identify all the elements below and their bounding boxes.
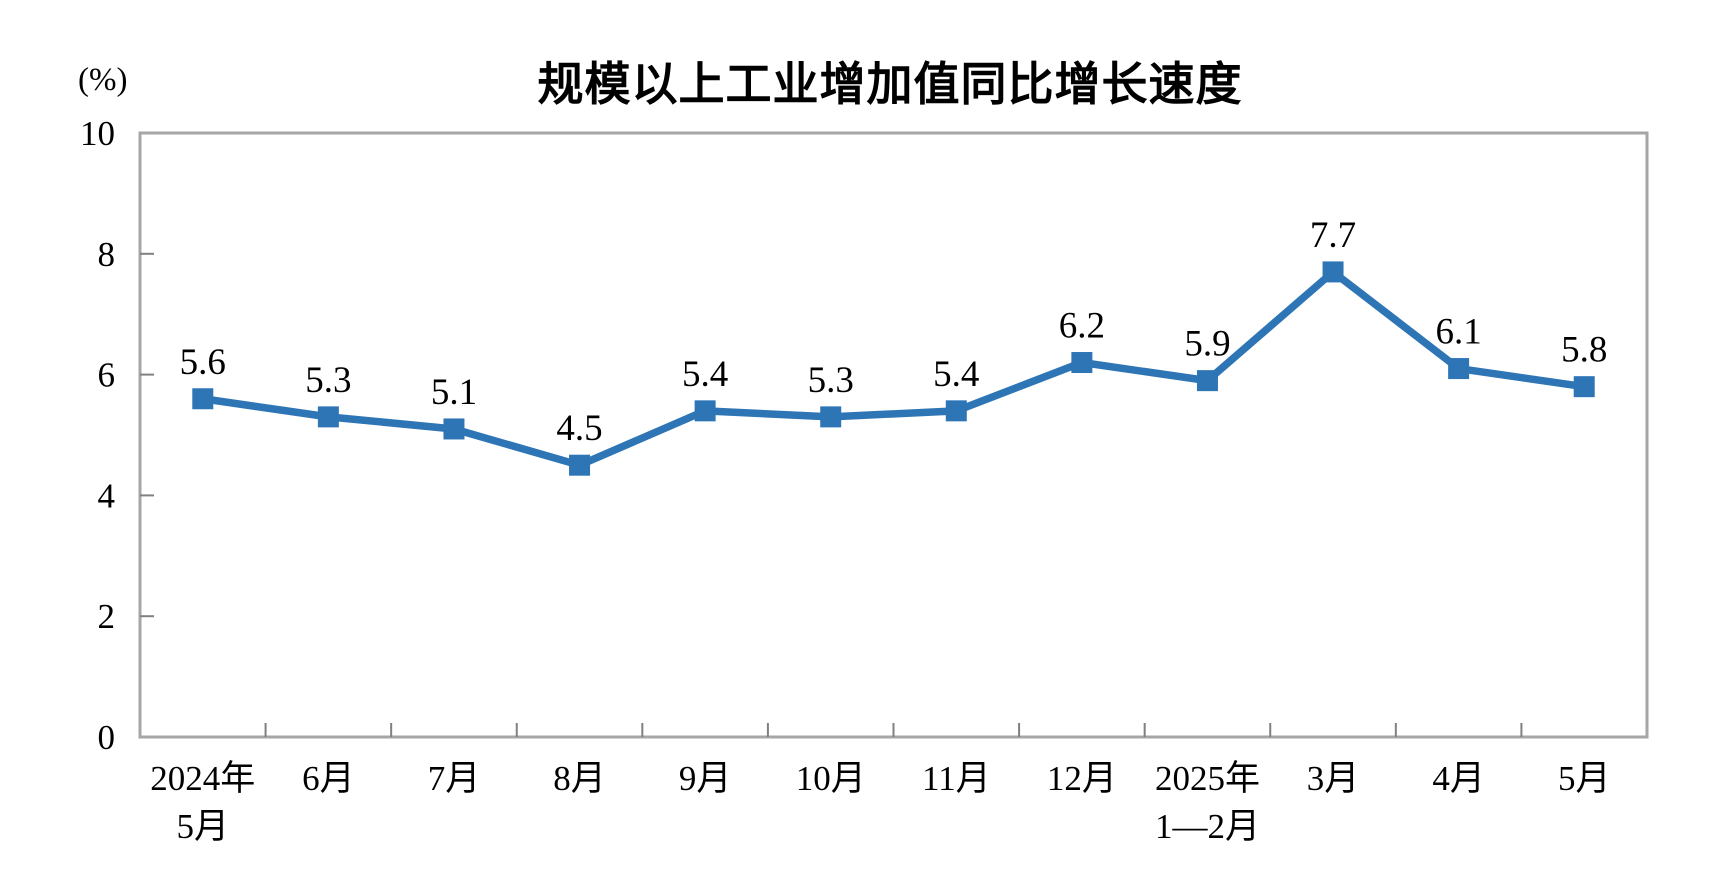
- data-point-label: 5.8: [1561, 330, 1607, 371]
- x-axis-category-label: 3月: [1307, 759, 1360, 798]
- y-axis-tick-label: 6: [98, 356, 116, 395]
- data-point-marker: [317, 406, 339, 428]
- y-axis-tick-label: 2: [98, 597, 116, 636]
- data-point-label: 5.3: [305, 360, 351, 401]
- x-axis-category-label: 9月: [679, 759, 732, 798]
- x-axis-category-label: 5月: [177, 807, 230, 846]
- y-axis-tick-label: 0: [98, 718, 116, 757]
- x-axis-category-label: 4月: [1432, 759, 1485, 798]
- data-point-label: 5.3: [808, 360, 854, 401]
- x-axis-category-label: 1—2月: [1155, 807, 1260, 846]
- data-point-marker: [192, 388, 214, 410]
- data-point-label: 6.1: [1436, 312, 1482, 353]
- data-point-label: 5.4: [933, 354, 979, 395]
- data-point-label: 5.4: [682, 354, 728, 395]
- plot-border: [138, 131, 1649, 739]
- y-axis-tick-label: 10: [80, 114, 115, 153]
- x-axis-category-label: 12月: [1047, 759, 1117, 798]
- x-axis-category-label: 2025年: [1155, 759, 1260, 798]
- data-point-label: 5.9: [1184, 324, 1230, 365]
- x-axis-category-label: 8月: [553, 759, 606, 798]
- data-point-marker: [1573, 376, 1595, 398]
- data-point-marker: [820, 406, 842, 428]
- chart-title: 规模以上工业增加值同比增长速度: [537, 58, 1243, 110]
- data-point-marker: [1196, 370, 1218, 392]
- data-point-marker: [569, 454, 591, 476]
- x-axis-category-label: 7月: [428, 759, 481, 798]
- data-point-marker: [443, 418, 465, 440]
- data-point-label: 5.6: [180, 342, 226, 383]
- data-point-marker: [1071, 352, 1093, 374]
- data-point-label: 4.5: [556, 408, 602, 449]
- data-point-label: 7.7: [1310, 215, 1356, 256]
- x-axis-category-label: 6月: [302, 759, 355, 798]
- y-axis-unit-label: (%): [78, 62, 128, 98]
- x-axis-category-label: 2024年: [150, 759, 255, 798]
- data-point-marker: [1322, 261, 1344, 283]
- y-axis-tick-label: 8: [98, 235, 116, 274]
- x-axis-category-label: 11月: [922, 759, 991, 798]
- data-point-marker: [694, 400, 716, 422]
- data-point-marker: [1448, 358, 1470, 380]
- series-line: [202, 268, 1585, 469]
- y-axis-tick-label: 4: [98, 476, 116, 515]
- data-point-label: 6.2: [1059, 306, 1105, 347]
- data-point-marker: [945, 400, 967, 422]
- x-axis-category-label: 5月: [1558, 759, 1611, 798]
- x-axis-category-label: 10月: [796, 759, 866, 798]
- data-point-label: 5.1: [431, 372, 477, 413]
